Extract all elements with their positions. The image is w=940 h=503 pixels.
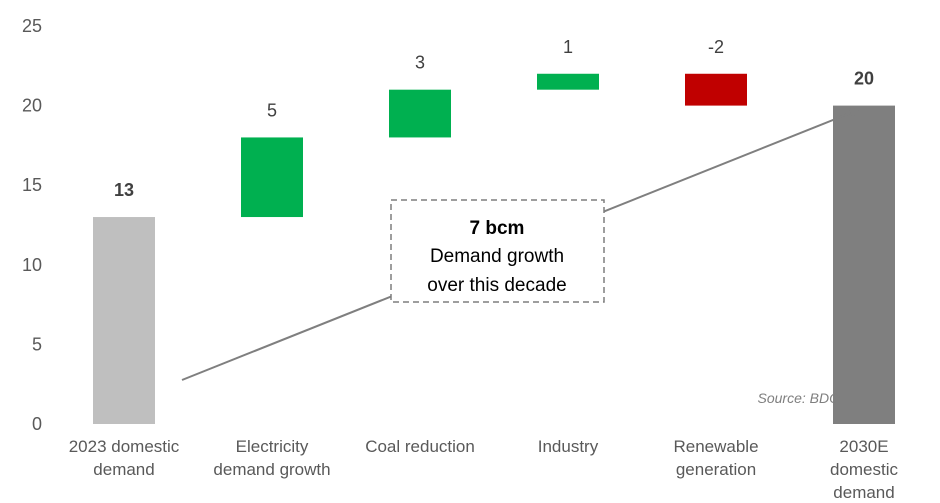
y-tick-label: 0 — [32, 414, 42, 434]
x-category-label: domestic — [830, 460, 899, 479]
y-tick-label: 10 — [22, 255, 42, 275]
annotation-line-2: over this decade — [427, 275, 566, 296]
bar-value-label: 13 — [114, 180, 134, 200]
bar — [537, 73, 599, 90]
x-category-label: Renewable — [673, 437, 758, 456]
annotation-headline: 7 bcm — [470, 218, 525, 239]
bar — [389, 89, 451, 138]
x-category-label: 2023 domestic — [69, 437, 180, 456]
y-tick-label: 15 — [22, 175, 42, 195]
x-category-label: generation — [676, 460, 756, 479]
y-tick-label: 25 — [22, 16, 42, 36]
y-axis-ticks: 0 5 10 15 20 25 — [22, 16, 42, 434]
annotation-box: 7 bcm Demand growth over this decade — [390, 199, 605, 303]
bar-value-label: 1 — [563, 37, 573, 57]
y-tick-label: 20 — [22, 96, 42, 116]
source-note: Source: BDO — [758, 390, 841, 406]
bars — [93, 73, 895, 424]
x-category-label: Electricity — [236, 437, 309, 456]
annotation-box-frame — [390, 199, 605, 303]
x-category-label: Coal reduction — [365, 437, 475, 456]
y-tick-label: 5 — [32, 334, 42, 354]
bar — [93, 217, 155, 424]
x-category-label: Industry — [538, 437, 599, 456]
bar-value-label: 20 — [854, 69, 874, 89]
bar-value-label: 3 — [415, 53, 425, 73]
x-category-label: demand growth — [213, 460, 330, 479]
x-category-label: demand — [833, 483, 894, 502]
value-labels: 13 5 3 1 -2 20 — [114, 37, 874, 200]
bar — [241, 137, 303, 218]
bar-value-label: -2 — [708, 37, 724, 57]
x-axis-labels: 2023 domestic demand Electricity demand gro… — [69, 437, 899, 502]
bar — [833, 105, 895, 424]
x-category-label: 2030E — [839, 437, 888, 456]
bar-value-label: 5 — [267, 100, 277, 120]
bar — [685, 73, 747, 106]
annotation-line-1: Demand growth — [430, 246, 564, 267]
x-category-label: demand — [93, 460, 154, 479]
